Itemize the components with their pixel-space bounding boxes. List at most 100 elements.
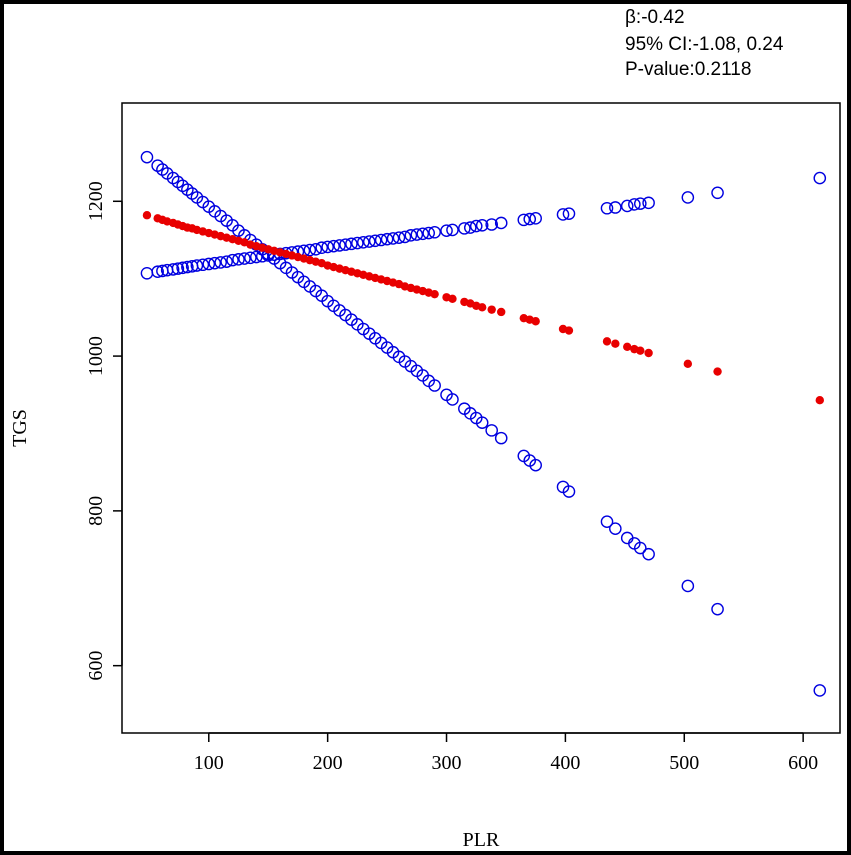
fit-point [815, 395, 824, 405]
ci-upper-point [380, 232, 394, 246]
ci-upper-point [410, 228, 424, 241]
ci-upper-point [309, 242, 323, 256]
fit-point [623, 342, 632, 351]
fit-point [683, 359, 693, 369]
ci-upper-point [556, 208, 570, 221]
ci-upper-point [494, 216, 508, 230]
y-tick-label: 1200 [85, 181, 107, 221]
ci-lower-point [642, 547, 655, 561]
ci-upper-point [176, 261, 189, 275]
ci-upper-point [250, 250, 263, 264]
ci-upper-point [475, 218, 489, 232]
plot-frame [121, 102, 841, 734]
fit-point [564, 326, 574, 335]
ci-upper-point [517, 213, 531, 227]
ci-upper-point [609, 201, 622, 214]
ci-lower-point [711, 602, 724, 616]
ci-upper-point [711, 186, 724, 200]
ci-upper-point [190, 259, 204, 272]
ci-upper-point [232, 253, 245, 266]
ci-upper-point [244, 251, 257, 265]
ci-upper-point [333, 239, 346, 252]
ci-upper-point [166, 263, 180, 276]
x-axis-title: PLR [463, 829, 500, 851]
y-tick-label: 800 [85, 496, 107, 526]
ci-upper-point [357, 236, 370, 249]
ci-upper-point [620, 199, 634, 213]
ci-upper-point [374, 233, 388, 247]
x-tick-label: 400 [550, 752, 580, 774]
ci-lower-point [609, 522, 622, 535]
ci-upper-point [404, 229, 418, 242]
x-tick-label: 200 [313, 752, 343, 774]
y-axis-title: TGS [9, 409, 31, 447]
ci-upper-point [523, 212, 537, 226]
fit-point [602, 337, 612, 346]
ci-upper-point [422, 226, 435, 240]
fit-point [430, 289, 439, 299]
ci-upper-point [214, 256, 227, 269]
ci-upper-point [633, 197, 647, 210]
ci-upper-point [469, 219, 483, 233]
ci-upper-point [485, 218, 498, 231]
ci-lower-point [446, 393, 459, 406]
ci-lower-point [562, 485, 576, 498]
ci-upper-point [440, 224, 453, 238]
ci-upper-point [600, 201, 614, 215]
fit-point [477, 303, 487, 312]
ci-upper-point [345, 237, 358, 251]
ci-lower-point [681, 579, 695, 593]
ci-upper-point [642, 196, 655, 210]
fit-point [611, 339, 620, 348]
fit-point [497, 307, 506, 317]
ci-upper-point [458, 222, 471, 235]
ci-upper-point [327, 239, 340, 253]
x-tick-label: 300 [432, 752, 462, 774]
ci-upper-point [171, 262, 185, 275]
ci-upper-point [464, 221, 477, 234]
ci-upper-point [151, 265, 164, 279]
ci-upper-point [351, 236, 364, 250]
fit-point [142, 211, 152, 220]
ci-lower-point [140, 150, 154, 164]
fit-point [448, 294, 457, 304]
ci-upper-point [238, 252, 251, 265]
ci-upper-point [196, 258, 210, 272]
ci-upper-point [392, 231, 406, 244]
x-tick-label: 100 [194, 752, 224, 774]
ci-upper-point [562, 207, 576, 220]
ci-upper-point [398, 230, 412, 244]
ci-lower-point [485, 424, 498, 437]
x-tick-label: 600 [788, 752, 818, 774]
beta-annotation: β:-0.42 [625, 7, 685, 28]
ci-lower-point [428, 379, 441, 392]
fit-point [636, 346, 645, 355]
ci-upper-point [362, 235, 376, 248]
ci-lower-point [813, 684, 827, 697]
fit-point [487, 305, 496, 314]
ci-lower-point [494, 431, 508, 445]
ci-lower-point [529, 458, 542, 472]
ci-upper-point [315, 241, 329, 255]
fit-point [713, 367, 722, 376]
scatter-chart: 100 200 300 400 500 600 600 800 1000 1200 PLR TGS [9, 102, 841, 851]
ci-upper-point [202, 257, 216, 271]
y-tick-label: 1000 [85, 336, 107, 376]
ci-upper-point [339, 238, 352, 251]
ci-lower-point [633, 541, 647, 555]
ci-annotation: 95% CI:-1.08, 0.24 [625, 34, 784, 55]
ci-upper-point [813, 171, 827, 185]
y-tick-label: 600 [85, 651, 107, 681]
ci-upper-point [368, 234, 382, 248]
ci-upper-point [181, 260, 194, 274]
ci-upper-point [529, 212, 542, 225]
x-tick-label: 500 [669, 752, 699, 774]
ci-upper-point [140, 266, 154, 280]
ci-upper-point [208, 256, 222, 270]
pvalue-annotation: P-value:0.2118 [625, 59, 752, 80]
ci-upper-point [446, 223, 459, 237]
ci-lower-point [475, 416, 489, 429]
ci-upper-point [386, 232, 400, 245]
ci-lower-point [600, 515, 614, 529]
